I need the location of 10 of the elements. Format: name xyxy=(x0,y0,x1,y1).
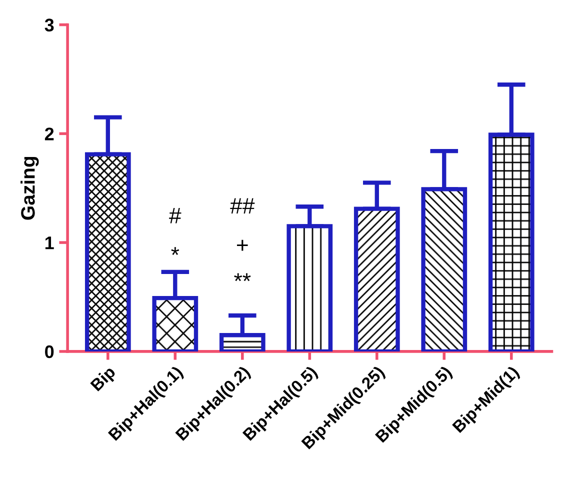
y-tick-label: 3 xyxy=(44,18,54,32)
y-tick-label: 0 xyxy=(45,345,54,358)
y-axis-title: Gazing xyxy=(20,156,39,220)
annotation: ## xyxy=(230,198,255,214)
annotation: ** xyxy=(234,273,251,282)
y-tick-label: 1 xyxy=(45,236,54,250)
annotation: * xyxy=(171,247,180,255)
annotation: # xyxy=(169,208,182,224)
annotation: + xyxy=(237,240,248,251)
y-tick-label: 2 xyxy=(44,128,54,140)
